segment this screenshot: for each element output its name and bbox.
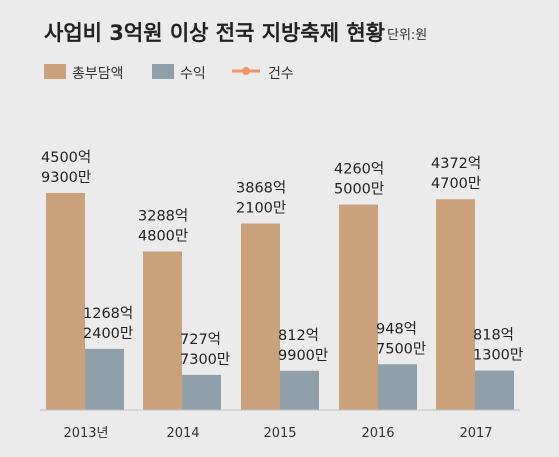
bar-label-total-burden: 3288억 [138, 207, 188, 224]
legend-marker-count [242, 67, 250, 75]
plot-area: 4500억 9300만 3288억 4800만 3868억 2100만 4260억 5000만… [40, 149, 523, 441]
bar-label-revenue: 812억 [278, 327, 319, 344]
legend: 총부담액 수익 건수 [44, 64, 294, 82]
x-tick-label: 2017 [459, 426, 492, 441]
x-tick-label: 2014 [166, 426, 199, 441]
bar-label-total-burden: 4500억 [41, 149, 91, 166]
chart-title: 사업비 3억원 이상 전국 지방축제 현황 [44, 21, 385, 45]
bar-label-total-burden: 4800만 [138, 227, 188, 244]
bar-total-burden [436, 199, 475, 410]
bar-label-total-burden: 3868억 [236, 180, 286, 197]
bar-label-revenue: 7300만 [180, 351, 230, 368]
bar-revenue [475, 370, 514, 410]
bar-label-total-burden: 2100만 [236, 200, 286, 217]
bar-label-revenue: 1268억 [83, 305, 133, 322]
bar-label-revenue: 727억 [180, 331, 221, 348]
bar-label-revenue: 7500만 [376, 340, 426, 357]
bar-label-revenue: 1300만 [473, 347, 523, 364]
bar-revenue [280, 370, 319, 410]
bar-label-total-burden: 4372억 [431, 155, 481, 172]
bar-label-revenue: 818억 [473, 327, 514, 344]
bar-label-revenue: 9900만 [278, 347, 328, 364]
bar-label-total-burden: 4260억 [334, 161, 384, 178]
unit-label: 단위:원 [387, 28, 427, 43]
bar-label-total-burden: 4700만 [431, 175, 481, 192]
x-tick-label: 2015 [263, 426, 296, 441]
legend-label-total-burden: 총부담액 [72, 66, 124, 82]
bar-revenue [85, 348, 124, 410]
legend-label-revenue: 수익 [180, 66, 206, 82]
legend-label-count: 건수 [268, 66, 294, 82]
bar-total-burden [339, 204, 378, 410]
legend-swatch-revenue [152, 64, 174, 79]
bar-total-burden [143, 251, 182, 410]
bar-total-burden [46, 193, 85, 410]
bar-label-total-burden: 5000만 [334, 181, 384, 198]
bar-label-revenue: 948억 [376, 320, 417, 337]
bar-revenue [378, 364, 417, 410]
bar-label-revenue: 2400만 [83, 325, 133, 342]
legend-swatch-total-burden [44, 64, 66, 79]
bar-label-total-burden: 9300만 [41, 169, 91, 186]
x-tick-label: 2016 [361, 426, 394, 441]
bar-revenue [182, 374, 221, 410]
x-tick-label: 2013년 [63, 426, 108, 441]
bar-total-burden [241, 223, 280, 410]
